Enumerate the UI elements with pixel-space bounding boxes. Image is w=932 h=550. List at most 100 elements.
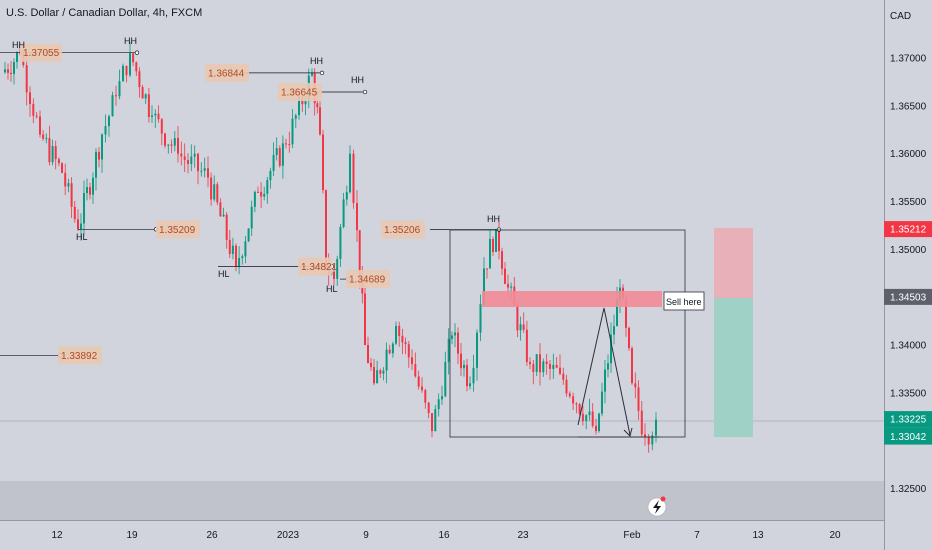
range-box [449, 229, 686, 438]
candle-body [263, 193, 266, 197]
candle-body [585, 415, 588, 422]
target-zone[interactable] [714, 298, 753, 437]
candle-body [132, 53, 135, 63]
candle-body [291, 118, 294, 145]
candle-body [466, 364, 468, 387]
time-tick-label: 2023 [277, 530, 300, 541]
candle-body [476, 332, 478, 368]
candle-body [535, 354, 538, 372]
candle-body [463, 364, 465, 369]
stop-zone[interactable] [714, 228, 753, 298]
candle-body [414, 364, 417, 377]
candle-body [225, 214, 228, 240]
candle-body [16, 52, 18, 62]
projection-arrow [577, 307, 631, 436]
time-axis[interactable]: 12 19 26 2023 9 16 23 Feb 7 13 20 [51, 530, 841, 541]
candle-body [486, 268, 488, 270]
candle-body [115, 95, 117, 97]
candle-body [244, 241, 247, 257]
candle-body [631, 348, 633, 384]
candle-body [510, 286, 513, 288]
candle-body [129, 53, 131, 76]
price-tick-label: 1.32500 [890, 484, 927, 495]
level-value-box [278, 83, 322, 101]
sell-note-box [663, 291, 705, 311]
candle-body [10, 72, 12, 74]
candle-body [222, 214, 225, 217]
candle-body [559, 367, 561, 374]
level-anchor[interactable] [319, 70, 325, 76]
candle-body [437, 399, 440, 410]
swing-levels: 1.37055 1.36844 1.36645 1.35209 1.34821 1.352… [0, 43, 502, 365]
candle-body [203, 168, 206, 171]
level-anchor[interactable] [134, 50, 140, 55]
candle-body [542, 361, 545, 373]
candle-body [29, 92, 31, 105]
level-anchor[interactable] [362, 89, 368, 95]
level-value-box [58, 346, 102, 365]
candle-body [67, 183, 70, 187]
candle-body [322, 134, 324, 191]
candle-body [644, 434, 646, 437]
candle-body [356, 203, 358, 231]
candle-body [507, 283, 509, 288]
candle-body [604, 369, 606, 392]
candle-body [613, 326, 615, 335]
candle-body [572, 396, 575, 404]
candle-body [379, 370, 382, 374]
candle-body [568, 393, 571, 397]
candle-body [157, 113, 160, 120]
candle-body [294, 115, 297, 119]
candle-body [634, 383, 637, 388]
candle-body [108, 116, 110, 127]
candle-body [552, 364, 555, 369]
candle-body [364, 293, 366, 345]
price-badge [884, 428, 932, 445]
candle-body [122, 65, 124, 82]
candle-body [591, 411, 594, 426]
price-badge-label: 1.33225 [890, 415, 927, 426]
candle-body [39, 116, 41, 135]
time-tick-label: 16 [438, 530, 450, 541]
candle-body [325, 190, 327, 267]
candle-body [333, 271, 335, 279]
level-value-box [298, 257, 332, 276]
candle-body [457, 332, 459, 354]
candle-body [501, 251, 503, 269]
candle-body [588, 411, 591, 416]
candle-body [210, 177, 213, 200]
level-value-box [346, 270, 390, 289]
candle-body [427, 402, 430, 414]
candle-body [388, 349, 391, 354]
candle-body [238, 258, 241, 267]
time-tick-label: Feb [623, 530, 641, 541]
candle-body [522, 324, 525, 330]
candle-body [213, 184, 216, 200]
level-value-box [156, 220, 200, 239]
flash-icon[interactable] [653, 500, 661, 514]
candle-body [54, 146, 57, 160]
candle-body [228, 239, 231, 254]
candle-body [504, 268, 506, 284]
price-badge [884, 221, 932, 238]
candle-body [278, 148, 281, 166]
candle-body [311, 73, 313, 76]
price-badge [884, 411, 932, 428]
candle-body [70, 183, 73, 207]
level-value-label: 1.33892 [61, 351, 98, 362]
candle-body [13, 62, 15, 75]
candle-body [469, 383, 471, 387]
candle-body [118, 81, 121, 97]
candle-body [352, 153, 355, 203]
candle-body [555, 364, 558, 368]
candle-body [562, 373, 565, 380]
candle-body [164, 133, 166, 146]
candle-body [86, 187, 88, 193]
swing-label-hl-3: HL [326, 284, 338, 294]
candle-body [373, 367, 375, 384]
candle-body [4, 69, 6, 73]
candle-body [173, 138, 176, 146]
candle-body [598, 413, 600, 432]
candle-body [607, 363, 609, 370]
